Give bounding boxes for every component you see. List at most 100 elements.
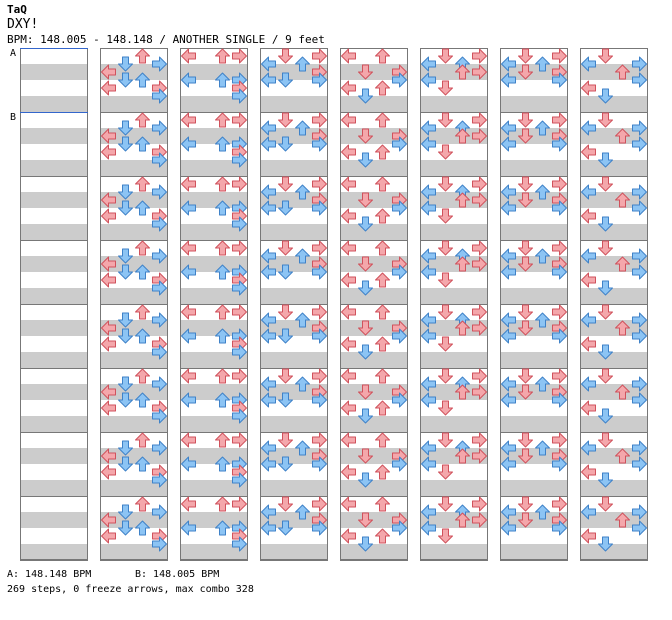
beat-stripe	[260, 512, 328, 528]
arrow-left-icon	[501, 248, 516, 264]
arrow-up-icon	[215, 304, 230, 320]
arrow-up-icon	[615, 512, 630, 528]
arrow-down-icon	[278, 368, 293, 384]
beat-stripe	[180, 128, 248, 144]
arrow-up-icon	[135, 368, 150, 384]
arrow-right-icon	[472, 496, 487, 512]
arrow-up-icon	[375, 272, 390, 288]
arrow-left-icon	[421, 184, 436, 200]
beat-stripe	[100, 256, 168, 272]
arrow-right-icon	[312, 456, 327, 472]
beat-stripe	[20, 384, 88, 400]
beat-stripe	[100, 512, 168, 528]
arrow-up-icon	[215, 176, 230, 192]
arrow-left-icon	[341, 368, 356, 384]
bpm-marker-b: B	[10, 112, 17, 123]
arrow-right-icon	[472, 432, 487, 448]
arrow-up-icon	[615, 448, 630, 464]
beat-stripe	[260, 416, 328, 432]
arrow-right-icon	[632, 200, 647, 216]
beat-stripe	[180, 256, 248, 272]
arrow-up-icon	[375, 336, 390, 352]
beat-stripe	[420, 384, 488, 400]
arrow-right-icon	[232, 408, 247, 424]
beat-stripe	[580, 448, 648, 464]
chart-column-border	[500, 48, 568, 560]
arrow-up-icon	[455, 384, 470, 400]
arrow-right-icon	[232, 216, 247, 232]
arrow-up-icon	[135, 176, 150, 192]
chart-column-border	[580, 48, 648, 560]
arrow-right-icon	[552, 72, 567, 88]
arrow-down-icon	[598, 408, 613, 424]
beat-stripe	[180, 512, 248, 528]
arrow-right-icon	[152, 88, 167, 104]
arrow-down-icon	[598, 304, 613, 320]
arrow-right-icon	[392, 520, 407, 536]
beat-stripe	[420, 160, 488, 176]
beat-stripe	[100, 192, 168, 208]
arrow-right-icon	[552, 520, 567, 536]
arrow-down-icon	[438, 144, 453, 160]
arrow-down-icon	[358, 320, 373, 336]
arrow-left-icon	[581, 312, 596, 328]
arrow-left-icon	[341, 48, 356, 64]
arrow-down-icon	[438, 272, 453, 288]
chart-column-border	[260, 48, 328, 560]
arrow-down-icon	[518, 320, 533, 336]
arrow-left-icon	[341, 176, 356, 192]
arrow-up-icon	[295, 376, 310, 392]
arrow-down-icon	[438, 368, 453, 384]
beat-stripe	[580, 320, 648, 336]
beat-stripe	[340, 288, 408, 304]
beat-stripe	[580, 352, 648, 368]
arrow-right-icon	[312, 304, 327, 320]
arrow-down-icon	[278, 176, 293, 192]
arrow-left-icon	[501, 200, 516, 216]
beat-stripe	[100, 352, 168, 368]
arrow-up-icon	[375, 304, 390, 320]
arrow-left-icon	[421, 56, 436, 72]
step-summary: 269 steps, 0 freeze arrows, max combo 32…	[7, 584, 254, 595]
arrow-down-icon	[518, 496, 533, 512]
arrow-up-icon	[215, 432, 230, 448]
arrow-right-icon	[472, 64, 487, 80]
arrow-left-icon	[101, 192, 116, 208]
arrow-down-icon	[598, 48, 613, 64]
arrow-right-icon	[232, 176, 247, 192]
arrow-down-icon	[598, 152, 613, 168]
arrow-down-icon	[118, 392, 133, 408]
arrow-down-icon	[118, 440, 133, 456]
arrow-left-icon	[501, 504, 516, 520]
arrow-up-icon	[375, 240, 390, 256]
arrow-up-icon	[135, 200, 150, 216]
beat-stripe	[260, 224, 328, 240]
arrow-up-icon	[215, 328, 230, 344]
arrow-left-icon	[181, 520, 196, 536]
beat-stripe	[500, 64, 568, 80]
beat-stripe	[500, 448, 568, 464]
arrow-down-icon	[518, 192, 533, 208]
arrow-up-icon	[135, 48, 150, 64]
arrow-right-icon	[152, 440, 167, 456]
arrow-up-icon	[135, 520, 150, 536]
beat-stripe	[500, 352, 568, 368]
arrow-down-icon	[118, 376, 133, 392]
arrow-up-icon	[215, 368, 230, 384]
arrow-left-icon	[101, 144, 116, 160]
arrow-down-icon	[598, 112, 613, 128]
beat-stripe	[340, 224, 408, 240]
beat-stripe	[340, 512, 408, 528]
arrow-up-icon	[535, 440, 550, 456]
arrow-down-icon	[438, 432, 453, 448]
arrow-down-icon	[118, 56, 133, 72]
arrow-down-icon	[438, 80, 453, 96]
arrow-up-icon	[135, 264, 150, 280]
arrow-left-icon	[101, 528, 116, 544]
beat-stripe	[500, 224, 568, 240]
arrow-right-icon	[152, 344, 167, 360]
arrow-up-icon	[375, 80, 390, 96]
beat-stripe	[420, 512, 488, 528]
beat-stripe	[20, 448, 88, 464]
arrow-right-icon	[632, 120, 647, 136]
